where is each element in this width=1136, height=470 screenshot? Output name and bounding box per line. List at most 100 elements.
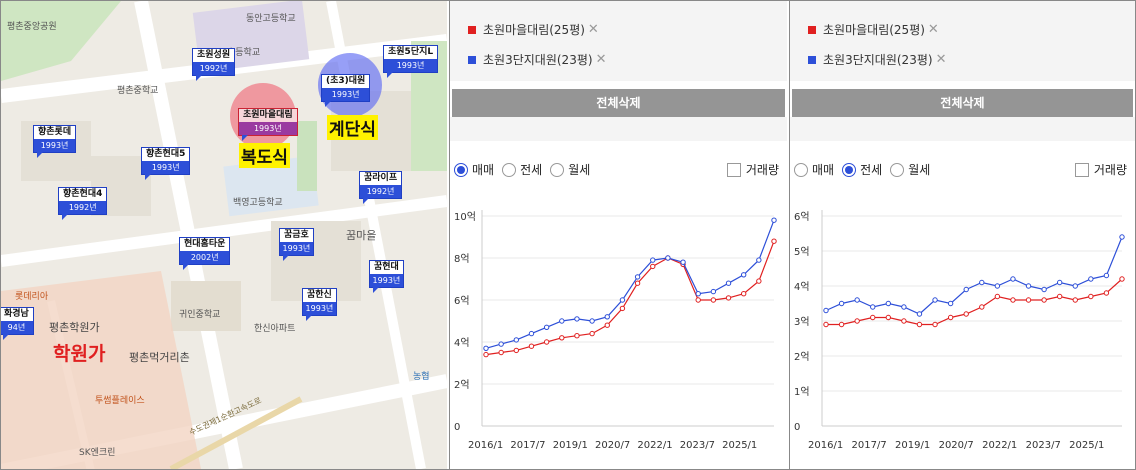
marker-chowon5[interactable]: 초원5단지L 1993년 bbox=[383, 45, 439, 78]
marker-kkum-life[interactable]: 꿈라이프 1992년 bbox=[359, 171, 403, 204]
radio-indicator[interactable] bbox=[502, 162, 517, 177]
y-tick-label: 8억 bbox=[454, 253, 470, 265]
data-point bbox=[901, 318, 907, 324]
x-tick-label: 2017/7 bbox=[852, 440, 887, 451]
y-tick-label: 3억 bbox=[794, 316, 810, 328]
data-point bbox=[1119, 276, 1125, 282]
data-point bbox=[838, 321, 845, 328]
data-point bbox=[740, 291, 747, 297]
marker-hyangchon-hyundai5[interactable]: 향촌현대5 1993년 bbox=[141, 147, 191, 180]
marker-kkum-hanshin[interactable]: 꿈한신 1993년 bbox=[302, 288, 337, 321]
volume-checkbox[interactable]: 거래량 bbox=[726, 161, 779, 178]
volume-checkbox[interactable]: 거래량 bbox=[1074, 161, 1127, 178]
data-point bbox=[885, 300, 892, 307]
radio-label: 매매 bbox=[812, 163, 835, 177]
radio-indicator[interactable] bbox=[794, 162, 808, 177]
radio-monthly[interactable]: 월세 bbox=[890, 161, 930, 178]
radio-monthly[interactable]: 월세 bbox=[550, 161, 590, 178]
y-tick-label: 6억 bbox=[794, 211, 810, 223]
marker-hyangchon-hyundai4[interactable]: 향촌현대4 1992년 bbox=[58, 187, 108, 220]
legend-item-daewon: 초원3단지대원(23평) ✕ bbox=[468, 51, 606, 68]
legend-label: 초원3단지대원(23평) bbox=[483, 53, 593, 67]
marker-chowon-seongwon[interactable]: 초원성원 1992년 bbox=[192, 48, 236, 81]
data-point bbox=[725, 280, 732, 286]
x-tick-label: 2022/1 bbox=[982, 440, 1017, 451]
radio-label: 전세 bbox=[520, 163, 543, 177]
y-tick-label: 1억 bbox=[794, 386, 810, 398]
legend-item-daewon: 초원3단지대원(23평) ✕ bbox=[808, 51, 946, 68]
data-point bbox=[854, 318, 860, 324]
corridor-type-label: 복도식 bbox=[239, 143, 290, 168]
data-point bbox=[543, 339, 550, 345]
marker-chowon3-daewon[interactable]: (초3)대원 1993년 bbox=[321, 74, 371, 107]
data-point bbox=[710, 297, 717, 303]
gas-station-label: SK엔크린 bbox=[79, 448, 116, 458]
data-point bbox=[1072, 283, 1078, 289]
data-point bbox=[1010, 276, 1016, 282]
marker-hwa-kyungnam[interactable]: 화경남 94년 bbox=[1, 307, 34, 340]
checkbox-box[interactable] bbox=[1074, 162, 1089, 177]
radio-label: 월세 bbox=[908, 163, 931, 177]
data-point bbox=[994, 283, 1001, 289]
marker-hyangchon-lotte[interactable]: 향촌롯데 1993년 bbox=[33, 125, 77, 158]
plaza-label: 투썸플레이스 bbox=[95, 396, 145, 406]
data-point bbox=[885, 314, 892, 321]
x-tick-label: 2022/1 bbox=[637, 440, 672, 451]
remove-icon[interactable]: ✕ bbox=[595, 52, 607, 67]
data-point bbox=[1119, 234, 1125, 240]
data-point bbox=[1025, 297, 1032, 303]
delete-all-button[interactable]: 전체삭제 bbox=[792, 89, 1133, 117]
remove-icon[interactable]: ✕ bbox=[935, 52, 947, 67]
sale-price-chart: 0 2억 4억 6억 8억 10억 2016/1 2017/7 2019/1 2020/7 2022… bbox=[454, 210, 777, 451]
data-point bbox=[823, 321, 829, 328]
data-point bbox=[994, 293, 1001, 300]
legend-label: 초원3단지대원(23평) bbox=[823, 53, 933, 67]
price-panel-jeonse: 초원마을대림(25평) ✕ 초원3단지대원(23평) ✕ 전체삭제 매매 전세 월세… bbox=[789, 1, 1135, 469]
checkbox-label: 거래량 bbox=[745, 163, 779, 177]
radio-indicator[interactable] bbox=[890, 162, 905, 177]
data-point bbox=[823, 307, 829, 314]
y-tick-label: 5억 bbox=[794, 246, 810, 258]
radio-sale[interactable]: 매매 bbox=[454, 161, 494, 178]
radio-jeonse[interactable]: 전세 bbox=[842, 161, 882, 178]
map-view[interactable]: 평촌중앙공원 동안고등학교 초등학교 평촌중학교 백영고등학교 귀인중학교 꿈마… bbox=[1, 1, 447, 469]
x-tick-label: 2020/7 bbox=[595, 440, 630, 451]
radio-sale[interactable]: 매매 bbox=[794, 161, 834, 178]
data-point bbox=[710, 288, 717, 295]
radio-label: 월세 bbox=[568, 163, 591, 177]
data-point bbox=[771, 238, 777, 244]
marker-kkum-kumho[interactable]: 꿈금호 1993년 bbox=[279, 228, 314, 261]
y-tick-label: 2억 bbox=[454, 379, 470, 391]
legend-box: 초원마을대림(25평) ✕ 초원3단지대원(23평) ✕ bbox=[450, 1, 787, 81]
y-tick-label: 0 bbox=[794, 422, 800, 433]
radio-indicator[interactable] bbox=[454, 162, 468, 177]
school-label-4: 백영고등학교 bbox=[233, 198, 283, 208]
radio-indicator[interactable] bbox=[550, 162, 565, 177]
y-tick-label: 0 bbox=[454, 422, 460, 433]
marker-hyundai-hometown[interactable]: 현대홈타운 2002년 bbox=[179, 237, 231, 270]
trade-type-radio-group: 매매 전세 월세 bbox=[794, 161, 938, 178]
data-point bbox=[725, 295, 732, 301]
legend-swatch bbox=[808, 25, 816, 34]
school-label-1: 동안고등학교 bbox=[246, 14, 296, 24]
x-tick-label: 2020/7 bbox=[939, 440, 974, 451]
school-label-5: 귀인중학교 bbox=[179, 310, 221, 320]
marker-chowon-daerim[interactable]: 초원마을대림 1993년 bbox=[238, 108, 298, 141]
lotte-label: 롯데리아 bbox=[15, 292, 49, 302]
spacer bbox=[450, 117, 787, 141]
data-point bbox=[1041, 297, 1047, 303]
checkbox-box[interactable] bbox=[726, 162, 741, 177]
data-point bbox=[870, 314, 876, 321]
data-point bbox=[604, 314, 610, 320]
marker-kkum-hyundai[interactable]: 꿈현대 1993년 bbox=[369, 260, 404, 293]
radio-jeonse[interactable]: 전세 bbox=[502, 161, 542, 178]
y-tick-label: 10억 bbox=[454, 211, 476, 223]
data-point bbox=[528, 330, 535, 337]
data-point bbox=[665, 255, 671, 261]
remove-icon[interactable]: ✕ bbox=[927, 22, 939, 37]
legend-label: 초원마을대림(25평) bbox=[823, 23, 925, 37]
radio-indicator[interactable] bbox=[842, 162, 857, 177]
data-point bbox=[963, 311, 969, 317]
remove-icon[interactable]: ✕ bbox=[587, 22, 599, 37]
delete-all-button[interactable]: 전체삭제 bbox=[452, 89, 785, 117]
